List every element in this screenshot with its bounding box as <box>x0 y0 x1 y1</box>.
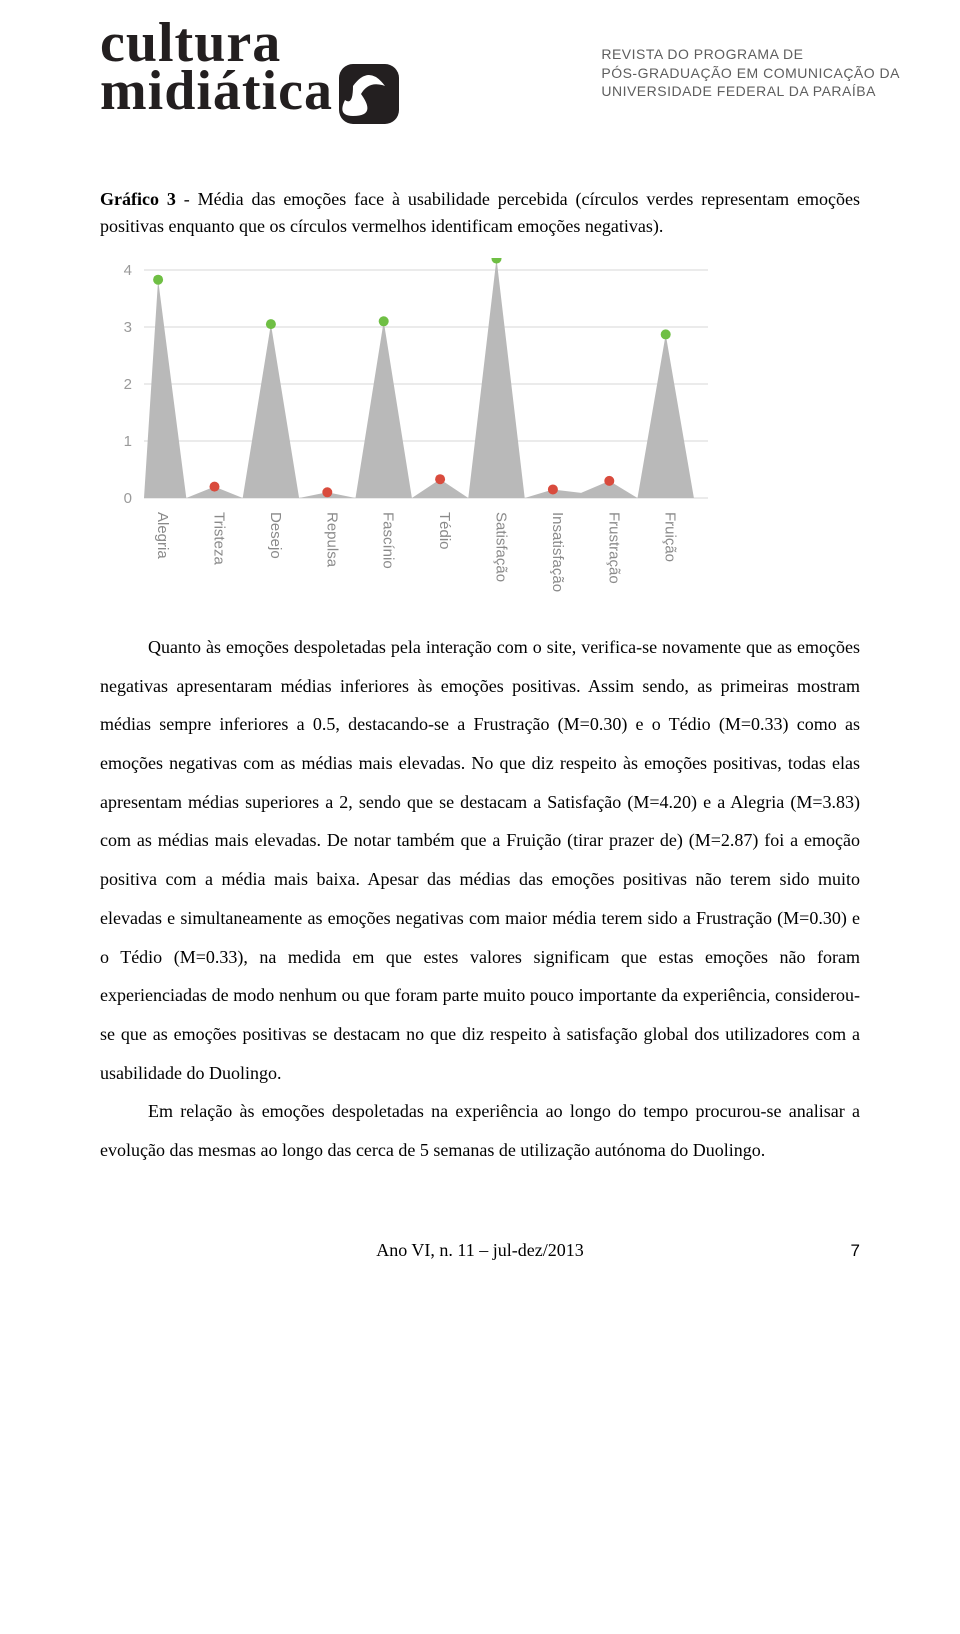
swirl-icon <box>337 62 401 126</box>
svg-text:4: 4 <box>124 262 132 279</box>
logo-text: cultura midiática <box>100 20 333 115</box>
logo-line2: midiática <box>100 68 333 116</box>
svg-text:Fascínio: Fascínio <box>380 512 397 569</box>
paragraph-1: Quanto às emoções despoletadas pela inte… <box>100 628 860 1092</box>
subtitle-line: REVISTA DO PROGRAMA DE <box>601 45 900 64</box>
svg-text:Frustração: Frustração <box>605 512 622 584</box>
paragraph-2: Em relação às emoções despoletadas na ex… <box>100 1092 860 1169</box>
journal-subtitle: REVISTA DO PROGRAMA DE PÓS-GRADUAÇÃO EM … <box>601 45 900 102</box>
figure-caption-text: - Média das emoções face à usabilidade p… <box>100 189 860 236</box>
svg-text:Tédio: Tédio <box>436 512 453 550</box>
svg-text:3: 3 <box>124 319 132 336</box>
svg-text:Fruição: Fruição <box>662 512 679 562</box>
svg-text:Satisfação: Satisfação <box>493 512 510 582</box>
svg-text:1: 1 <box>124 433 132 450</box>
journal-header: cultura midiática REVISTA DO PROGRAMA DE… <box>0 0 960 146</box>
svg-text:Desejo: Desejo <box>267 512 284 559</box>
figure-caption: Gráfico 3 - Média das emoções face à usa… <box>100 186 860 240</box>
svg-text:Tristeza: Tristeza <box>211 512 228 565</box>
page-number: 7 <box>851 1241 860 1261</box>
svg-text:0: 0 <box>124 490 132 507</box>
figure-label: Gráfico 3 <box>100 189 176 209</box>
subtitle-line: PÓS-GRADUAÇÃO EM COMUNICAÇÃO DA <box>601 64 900 83</box>
page-footer: Ano VI, n. 11 – jul-dez/2013 7 <box>100 1240 860 1261</box>
svg-text:Insatisfação: Insatisfação <box>549 512 566 592</box>
emotion-chart: 0 1 2 3 4 Alegria Tristeza Desejo Repulsa Fascíni… <box>100 258 720 598</box>
svg-text:Repulsa: Repulsa <box>323 512 340 568</box>
body-text: Quanto às emoções despoletadas pela inte… <box>100 628 860 1170</box>
footer-text: Ano VI, n. 11 – jul-dez/2013 <box>376 1240 583 1260</box>
subtitle-line: UNIVERSIDADE FEDERAL DA PARAÍBA <box>601 82 900 101</box>
svg-text:2: 2 <box>124 376 132 393</box>
logo-block: cultura midiática <box>100 20 401 126</box>
emotion-chart-svg: 0 1 2 3 4 Alegria Tristeza Desejo Repulsa Fascíni… <box>100 258 720 598</box>
svg-text:Alegria: Alegria <box>154 512 171 559</box>
